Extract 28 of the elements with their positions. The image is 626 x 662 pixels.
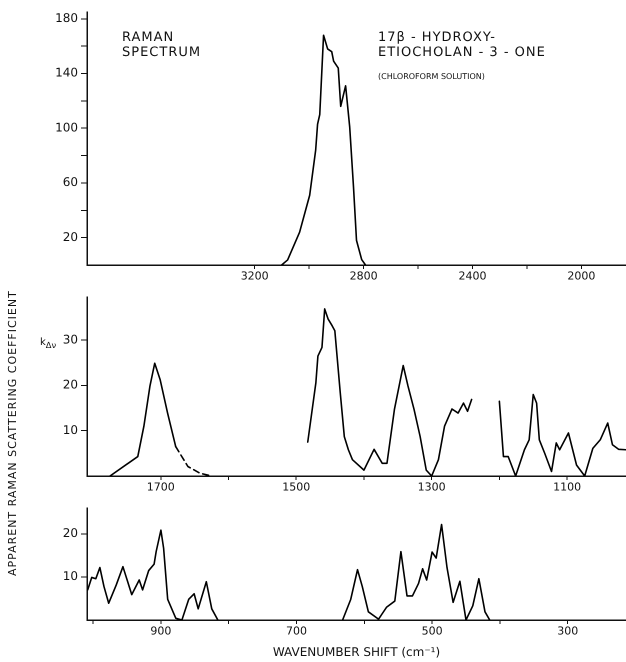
x-tick-label: 2800 bbox=[350, 269, 378, 282]
text: k$_{Δν}$ bbox=[40, 337, 56, 350]
y-tick-label: 10 bbox=[62, 422, 78, 437]
x-tick-label: 1500 bbox=[282, 480, 310, 494]
y-tick-label: 20 bbox=[62, 378, 78, 392]
y-tick-label: 30 bbox=[62, 332, 78, 346]
y-tick-label: 60 bbox=[62, 175, 78, 190]
x-tick-label: 1100 bbox=[553, 480, 582, 494]
x-tick-label: 500 bbox=[422, 624, 443, 638]
text: RAMAN SPECTRUM bbox=[122, 30, 202, 60]
x-tick-label: 2000 bbox=[567, 269, 596, 282]
x-tick-label: 1300 bbox=[418, 480, 446, 494]
x-tick-label: 2400 bbox=[458, 269, 486, 282]
y-tick-label: 20 bbox=[62, 526, 78, 540]
x-tick-label: 1700 bbox=[146, 480, 175, 494]
x-tick-label: 3200 bbox=[240, 269, 269, 282]
annotation: (CHLOROFORM SOLUTION) bbox=[378, 72, 485, 81]
y-tick-label: 180 bbox=[55, 10, 78, 25]
x-tick-label: 700 bbox=[286, 624, 307, 638]
y-tick-label: 20 bbox=[62, 230, 78, 244]
x-tick-label: 300 bbox=[557, 624, 578, 638]
x-axis-title: WAVENUMBER SHIFT (cm⁻¹) bbox=[272, 644, 440, 659]
x-tick-label: 900 bbox=[150, 624, 172, 638]
y-tick-label: 140 bbox=[55, 66, 78, 80]
y-tick-label: 10 bbox=[62, 569, 78, 584]
y-tick-label: 100 bbox=[55, 120, 78, 134]
y-axis-title: APPARENT RAMAN SCATTERING COEFFICIENT bbox=[6, 290, 19, 576]
text: 17β - HYDROXY- ETIOCHOLAN - 3 - ONE bbox=[378, 30, 547, 60]
